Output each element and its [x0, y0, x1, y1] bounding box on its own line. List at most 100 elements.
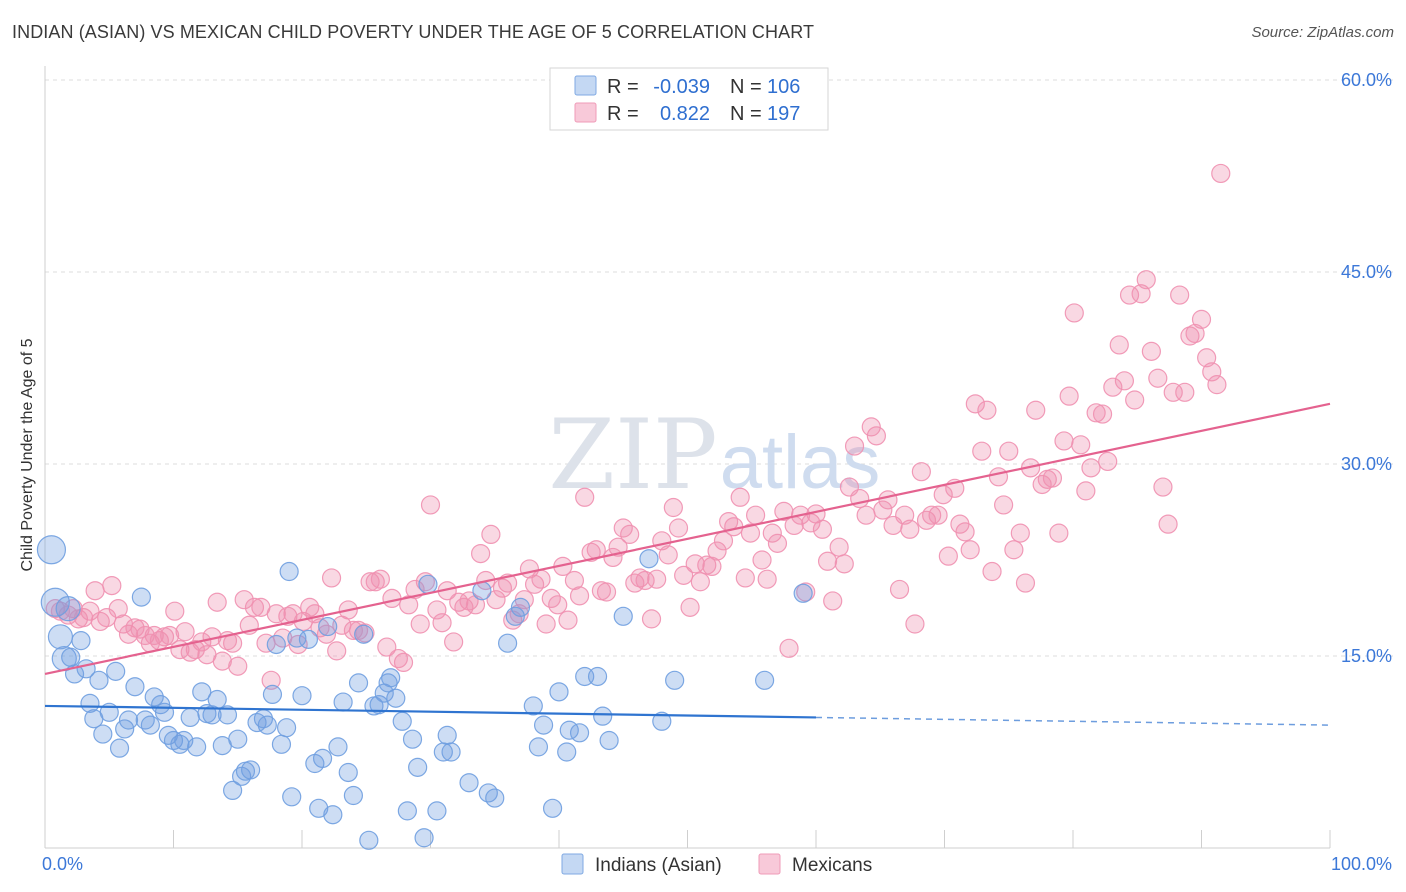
indians-point — [523, 696, 543, 716]
mexicans-point — [382, 588, 402, 609]
legend-bottom-label-mexicans: Mexicans — [792, 855, 872, 876]
mexicans-point — [1211, 163, 1231, 184]
mexicans-point — [454, 597, 474, 617]
mexicans-point — [812, 519, 833, 539]
mexicans-point — [449, 592, 469, 612]
indians-point — [427, 801, 447, 821]
x-tick-label: 0.0% — [42, 854, 83, 874]
mexicans-point — [393, 652, 414, 673]
indians-point — [478, 783, 498, 803]
mexicans-point — [486, 590, 506, 610]
mexicans-point — [228, 656, 248, 676]
mexicans-point — [165, 601, 185, 621]
legend-n-value: 106 — [767, 76, 800, 98]
indians-point — [418, 574, 438, 594]
y-tick-label: 45.0% — [1341, 262, 1392, 282]
mexicans-point — [762, 523, 782, 543]
legend-top: R = -0.039 N = 106 R = 0.822 N = 197 — [549, 67, 829, 131]
mexicans-point — [410, 614, 430, 634]
mexicans-point — [564, 570, 585, 591]
indians-point — [61, 647, 81, 667]
legend-n-value: 197 — [767, 103, 800, 125]
y-tick-label: 60.0% — [1341, 70, 1392, 90]
indians-point — [381, 668, 401, 688]
indians-point — [587, 666, 608, 687]
indians-point — [505, 606, 525, 626]
indians-point — [386, 688, 406, 708]
indians-point — [557, 742, 577, 762]
indians-point — [271, 734, 292, 754]
mexicans-point — [911, 462, 931, 482]
y-tick-labels: 15.0% 30.0% 45.0% 60.0% — [1341, 70, 1392, 666]
mexicans-point — [160, 625, 180, 646]
indians-point — [414, 828, 434, 848]
mexicans-point — [895, 505, 915, 525]
indians-point — [276, 718, 297, 738]
indians-point — [202, 705, 222, 725]
indians-point — [378, 673, 398, 693]
indians-point — [354, 624, 374, 644]
indians-point — [652, 711, 672, 731]
mexicans-point — [80, 601, 100, 621]
mexicans-trend-line — [44, 402, 1331, 675]
mexicans-point — [465, 595, 486, 615]
mexicans-point — [207, 592, 227, 612]
mexicans-point — [1114, 371, 1135, 391]
mexicans-point — [144, 625, 164, 646]
mexicans-point — [575, 487, 595, 507]
watermark-zip: ZIP — [548, 399, 717, 511]
indians-point — [47, 624, 74, 650]
legend-bottom-label-indians: Indians (Asian) — [595, 855, 722, 876]
indians-point — [279, 561, 299, 582]
mexicans-point — [988, 467, 1009, 487]
axes — [44, 66, 1331, 849]
indians-point — [599, 730, 619, 751]
indians-point — [613, 606, 633, 626]
mexicans-point — [471, 543, 491, 564]
mexicans-point — [1185, 323, 1205, 344]
mexicans-point — [960, 540, 980, 560]
mexicans-point — [1032, 474, 1052, 495]
mexicans-point — [735, 568, 755, 588]
mexicans-point — [405, 579, 425, 600]
mexicans-point — [1071, 435, 1091, 455]
mexicans-point — [321, 568, 342, 588]
mexicans-point — [420, 495, 441, 515]
mexicans-point — [1170, 285, 1190, 305]
mexicans-point — [707, 541, 727, 561]
mexicans-point — [690, 572, 710, 592]
mexicans-point — [1136, 270, 1156, 290]
indians-point — [282, 787, 302, 807]
indians-point — [257, 715, 277, 735]
mexicans-point — [1158, 514, 1178, 534]
indians-point — [292, 686, 312, 706]
mexicans-point — [1081, 458, 1101, 478]
mexicans-point — [977, 400, 997, 420]
mexicans-point — [928, 505, 948, 525]
mexicans-point — [175, 622, 195, 642]
mexicans-point — [647, 569, 667, 589]
mexicans-point — [746, 505, 766, 525]
indians-point — [309, 798, 329, 818]
indians-point — [338, 762, 358, 783]
mexicans-point — [972, 441, 992, 461]
series-mexicans — [45, 163, 1231, 690]
legend-bottom-swatch-indians — [561, 853, 584, 875]
y-axis-label: Child Poverty Under the Age of 5 — [19, 338, 36, 571]
mexicans-point — [524, 574, 545, 594]
indians-point — [485, 788, 505, 808]
mexicans-point — [1180, 326, 1200, 346]
mexicans-point — [492, 578, 513, 598]
mexicans-point — [916, 510, 937, 530]
mexicans-point — [702, 556, 722, 577]
mexicans-point — [1103, 377, 1123, 397]
mexicans-point — [234, 590, 254, 610]
mexicans-point — [1175, 382, 1195, 402]
indians-point — [528, 737, 549, 757]
mexicans-point — [377, 637, 397, 657]
mexicans-point — [1109, 335, 1129, 355]
indians-point — [318, 616, 338, 637]
legend-n-label: N = — [730, 76, 762, 98]
mexicans-point — [844, 436, 865, 456]
